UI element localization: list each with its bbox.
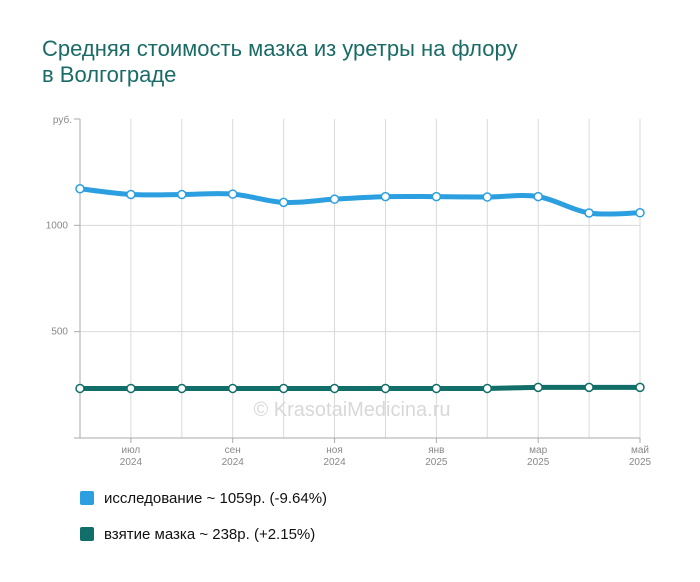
- series-line-research: [77, 186, 643, 217]
- series-layer: [75, 184, 645, 394]
- x-tick-month: ноя: [326, 445, 343, 456]
- y-tick-label: 500: [51, 327, 68, 338]
- data-point-sampling: [380, 383, 391, 394]
- data-point-research: [177, 189, 187, 200]
- x-tick-year: 2024: [222, 457, 245, 468]
- data-point-research: [126, 189, 136, 200]
- legend-swatch-research: [80, 491, 94, 505]
- data-point-research: [635, 208, 645, 218]
- data-point-sampling: [533, 382, 543, 393]
- x-tick-month: янв: [428, 445, 444, 456]
- y-axis-label: руб.: [53, 114, 72, 126]
- x-tick-year: 2025: [629, 457, 652, 468]
- data-point-sampling: [329, 383, 340, 394]
- legend-swatch-sampling: [80, 527, 94, 541]
- data-point-sampling: [126, 383, 136, 394]
- line-chart: © KrasotaiMedicina.ru 5001000руб.июл2024…: [46, 114, 652, 468]
- x-tick-month: мар: [529, 445, 547, 456]
- data-point-research: [482, 192, 493, 202]
- data-point-sampling: [227, 383, 238, 394]
- legend-label-research: исследование ~ 1059р. (-9.64%): [104, 489, 328, 507]
- data-point-research: [329, 194, 340, 204]
- chart-title-line-2: в Волгограде: [42, 62, 177, 87]
- data-point-research: [75, 184, 85, 194]
- legend-label-sampling: взятие мазка ~ 238р. (+2.15%): [104, 525, 316, 543]
- data-point-sampling: [177, 383, 187, 394]
- legend: исследование ~ 1059р. (-9.64%) взятие ма…: [80, 488, 327, 560]
- data-point-research: [431, 191, 442, 202]
- data-point-research: [278, 197, 289, 208]
- x-tick-month: май: [631, 445, 649, 456]
- data-point-sampling: [431, 383, 442, 394]
- series-line-sampling: [77, 384, 643, 392]
- x-tick-year: 2025: [425, 457, 448, 468]
- y-tick-label: 1000: [46, 220, 69, 231]
- chart-title: Средняя стоимость мазка из уретры на фло…: [42, 36, 662, 88]
- legend-item-sampling: взятие мазка ~ 238р. (+2.15%): [80, 524, 327, 544]
- data-point-sampling: [584, 382, 594, 393]
- data-point-sampling: [635, 382, 645, 393]
- data-point-research: [227, 189, 238, 199]
- x-tick-year: 2024: [323, 457, 346, 468]
- data-point-sampling: [278, 383, 289, 394]
- x-tick-month: июл: [122, 445, 141, 456]
- axes: 5001000руб.июл2024сен2024ноя2024янв2025м…: [46, 114, 652, 468]
- data-point-sampling: [482, 383, 493, 394]
- watermark: © KrasotaiMedicina.ru: [253, 399, 450, 421]
- data-point-research: [533, 191, 543, 202]
- legend-item-research: исследование ~ 1059р. (-9.64%): [80, 488, 327, 508]
- x-tick-year: 2024: [120, 457, 143, 468]
- data-point-sampling: [75, 383, 85, 394]
- chart-title-line-1: Средняя стоимость мазка из уретры на фло…: [42, 36, 518, 61]
- data-point-research: [584, 208, 594, 218]
- x-tick-month: сен: [225, 445, 241, 456]
- data-point-research: [380, 191, 391, 202]
- x-tick-year: 2025: [527, 457, 550, 468]
